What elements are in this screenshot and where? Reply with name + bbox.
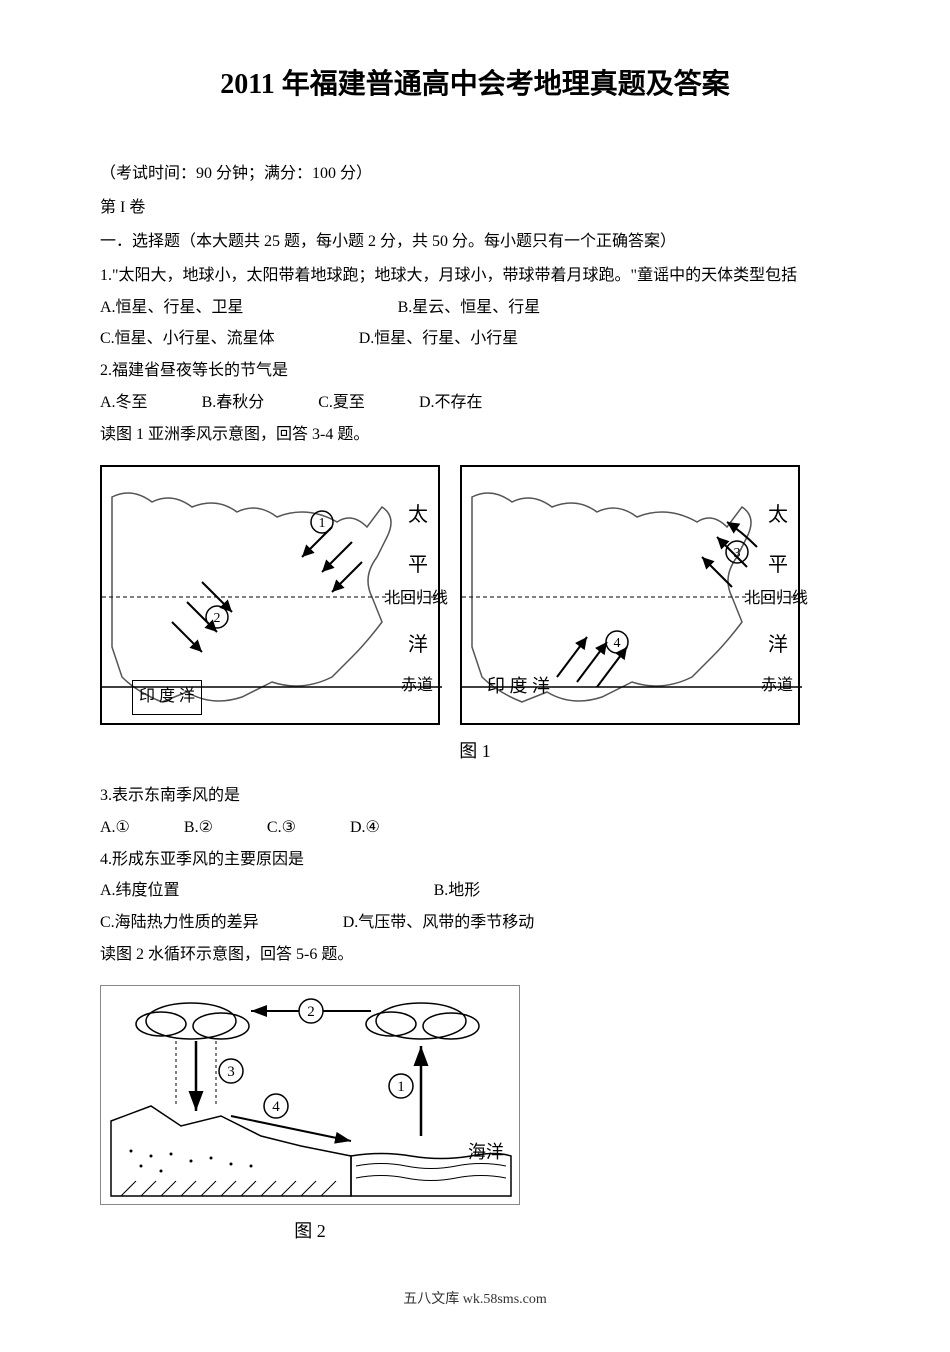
map-left-equator: 赤道 (401, 672, 433, 701)
map-left-yang: 洋 (408, 627, 428, 663)
read-figure-1: 读图 1 亚洲季风示意图，回答 3-4 题。 (100, 421, 850, 450)
question-3: 3.表示东南季风的是 (100, 782, 850, 811)
map-right-tropic: 北回归线 (744, 585, 808, 614)
water-cycle-diagram: 2 1 3 4 海洋 (100, 985, 520, 1205)
asia-map-left: 1 2 太 平 北回归线 洋 赤道 印 度 洋 (100, 465, 440, 725)
svg-text:1: 1 (319, 516, 326, 531)
water-cycle-svg: 2 1 3 4 (101, 986, 521, 1206)
map-left-ping: 平 (408, 547, 428, 583)
map-left-tai: 太 (408, 497, 428, 533)
q4-options-line2: C.海陆热力性质的差异 D.气压带、风带的季节移动 (100, 909, 850, 938)
map-right-yang: 洋 (768, 627, 788, 663)
q1-options-line1: A.恒星、行星、卫星 B.星云、恒星、行星 (100, 294, 850, 323)
q2-optC: C.夏至 (318, 389, 365, 418)
q3-optC: C.③ (267, 814, 296, 843)
q1-optB: B.星云、恒星、行星 (398, 294, 541, 323)
exam-title: 2011 年福建普通高中会考地理真题及答案 (100, 60, 850, 110)
figure-2-container: 2 1 3 4 海洋 图 2 (100, 985, 850, 1247)
map-left-tropic: 北回归线 (384, 585, 448, 614)
svg-text:3: 3 (227, 1064, 235, 1080)
q2-optB: B.春秋分 (202, 389, 265, 418)
figure-1-row: 1 2 太 平 北回归线 洋 赤道 印 度 洋 (100, 465, 850, 725)
page-footer: 五八文库 wk.58sms.com (100, 1287, 850, 1312)
part-label: 第 I 卷 (100, 194, 850, 223)
svg-text:2: 2 (214, 611, 221, 626)
q3-optA: A.① (100, 814, 130, 843)
q4-options-line1: A.纬度位置 B.地形 (100, 877, 850, 906)
map-right-indian: 印 度 洋 (487, 670, 550, 702)
asia-map-right: 3 4 太 平 北回归线 洋 赤道 印 度 洋 (460, 465, 800, 725)
q1-options-line2: C.恒星、小行星、流星体 D.恒星、行星、小行星 (100, 325, 850, 354)
map-right-tai: 太 (768, 497, 788, 533)
figure-2-caption: 图 2 (100, 1215, 520, 1247)
q4-optB: B.地形 (434, 877, 481, 906)
map-right-equator: 赤道 (761, 672, 793, 701)
q4-optC: C.海陆热力性质的差异 (100, 909, 259, 938)
q4-optA: A.纬度位置 (100, 877, 180, 906)
exam-info: （考试时间：90 分钟；满分：100 分） (100, 160, 850, 189)
svg-text:3: 3 (734, 546, 741, 561)
q1-optD: D.恒星、行星、小行星 (359, 325, 519, 354)
map-right-ping: 平 (768, 547, 788, 583)
read-figure-2: 读图 2 水循环示意图，回答 5-6 题。 (100, 941, 850, 970)
section-header: 一．选择题（本大题共 25 题，每小题 2 分，共 50 分。每小题只有一个正确… (100, 228, 850, 257)
q3-optD: D.④ (350, 814, 380, 843)
q3-optB: B.② (184, 814, 213, 843)
figure-1-caption: 图 1 (100, 735, 850, 767)
figure-1-container: 1 2 太 平 北回归线 洋 赤道 印 度 洋 (100, 465, 850, 767)
svg-text:2: 2 (307, 1004, 315, 1020)
q1-optC: C.恒星、小行星、流星体 (100, 325, 275, 354)
q2-optA: A.冬至 (100, 389, 148, 418)
svg-text:4: 4 (614, 636, 621, 651)
q2-optD: D.不存在 (419, 389, 483, 418)
question-4: 4.形成东亚季风的主要原因是 (100, 846, 850, 875)
svg-text:4: 4 (272, 1099, 280, 1115)
q4-optD: D.气压带、风带的季节移动 (343, 909, 535, 938)
q2-options: A.冬至 B.春秋分 C.夏至 D.不存在 (100, 389, 850, 418)
svg-text:1: 1 (397, 1079, 405, 1095)
question-2: 2.福建省昼夜等长的节气是 (100, 357, 850, 386)
question-1: 1."太阳大，地球小，太阳带着地球跑；地球大，月球小，带球带着月球跑。"童谣中的… (100, 262, 850, 291)
map-left-indian: 印 度 洋 (132, 680, 202, 715)
q1-optA: A.恒星、行星、卫星 (100, 294, 244, 323)
q3-options: A.① B.② C.③ D.④ (100, 814, 850, 843)
ocean-label: 海洋 (468, 1136, 504, 1168)
